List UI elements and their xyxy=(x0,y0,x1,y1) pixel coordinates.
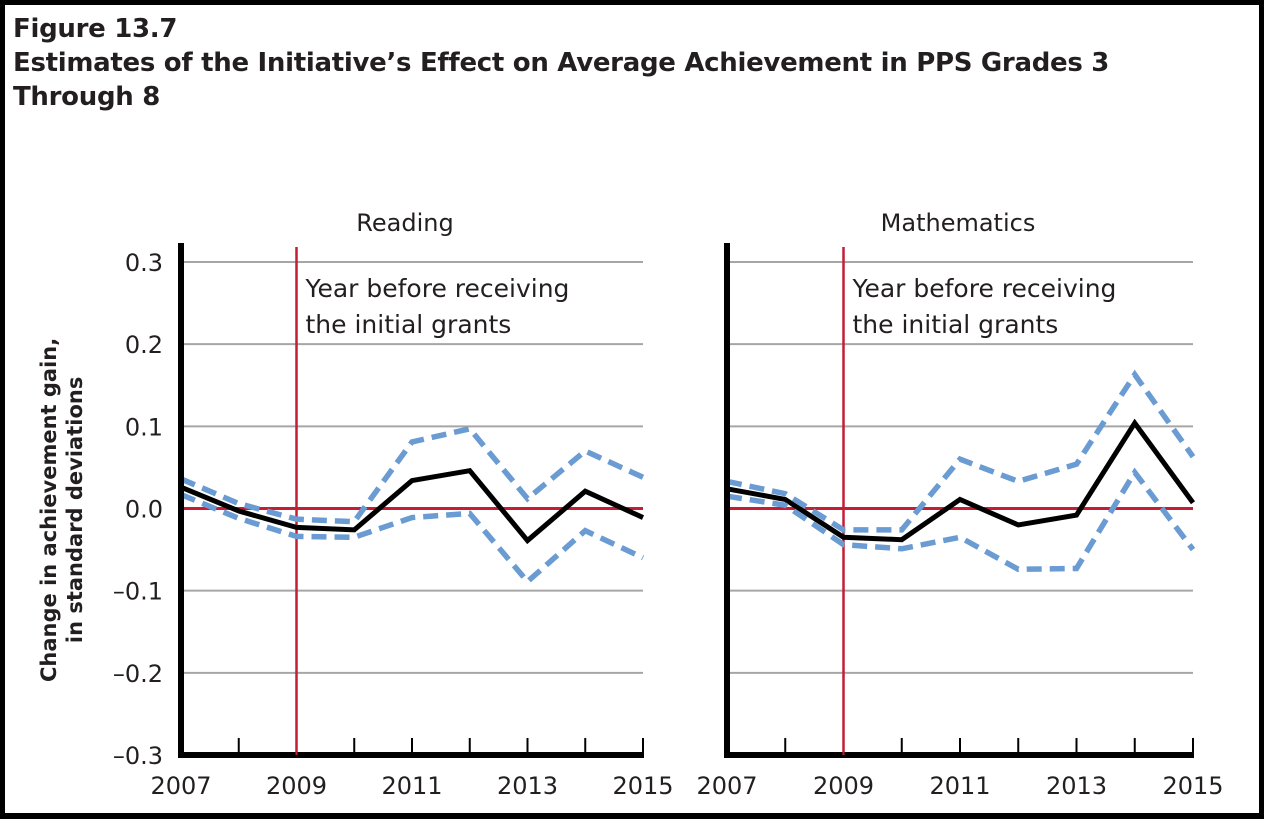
figure-number: Figure 13.7 xyxy=(13,14,178,44)
mathematics-x-tick-label: 2011 xyxy=(929,772,990,800)
reading-x-tick-label: 2011 xyxy=(381,772,442,800)
reading-annotation-line2: the initial grants xyxy=(306,310,512,339)
figure-frame xyxy=(5,5,1259,813)
reading-series-estimate xyxy=(180,467,645,545)
mathematics-x-tick-label: 2007 xyxy=(696,772,757,800)
mathematics-series-upper-bound xyxy=(726,369,1196,533)
reading-y-tick-label: –0.3 xyxy=(113,742,163,770)
reading-x-tick-label: 2013 xyxy=(497,772,558,800)
mathematics-series-lower-bound xyxy=(726,467,1196,573)
mathematics-x-tick-label: 2015 xyxy=(1162,772,1223,800)
mathematics-annotation-line1: Year before receiving xyxy=(852,274,1117,303)
reading-x-tick-label: 2009 xyxy=(266,772,327,800)
reading-series-upper-bound xyxy=(179,425,645,525)
mathematics-x-tick-label: 2013 xyxy=(1046,772,1107,800)
reading-annotation-line1: Year before receiving xyxy=(305,274,570,303)
reading-y-tick-label: –0.2 xyxy=(113,660,163,688)
reading-y-tick-label: –0.1 xyxy=(113,578,163,606)
mathematics-series-estimate xyxy=(726,418,1196,543)
mathematics-x-tick-label: 2009 xyxy=(813,772,874,800)
figure-title-line2: Through 8 xyxy=(13,82,161,112)
reading-y-tick-label: 0.3 xyxy=(125,249,163,277)
mathematics-annotation-line2: the initial grants xyxy=(853,310,1059,339)
reading-panel-title: Reading xyxy=(356,209,453,237)
reading-series-lower-bound xyxy=(179,491,645,586)
reading-y-tick-label: 0.1 xyxy=(125,413,163,441)
reading-y-tick-label: 0.2 xyxy=(125,331,163,359)
reading-y-tick-label: 0.0 xyxy=(125,496,163,524)
figure-title-line1: Estimates of the Initiative’s Effect on … xyxy=(13,48,1110,78)
reading-x-tick-label: 2007 xyxy=(150,772,211,800)
mathematics-panel-title: Mathematics xyxy=(881,209,1036,237)
reading-x-tick-label: 2015 xyxy=(612,772,673,800)
figure-title: Figure 13.7 Estimates of the Initiative’… xyxy=(13,12,1109,114)
